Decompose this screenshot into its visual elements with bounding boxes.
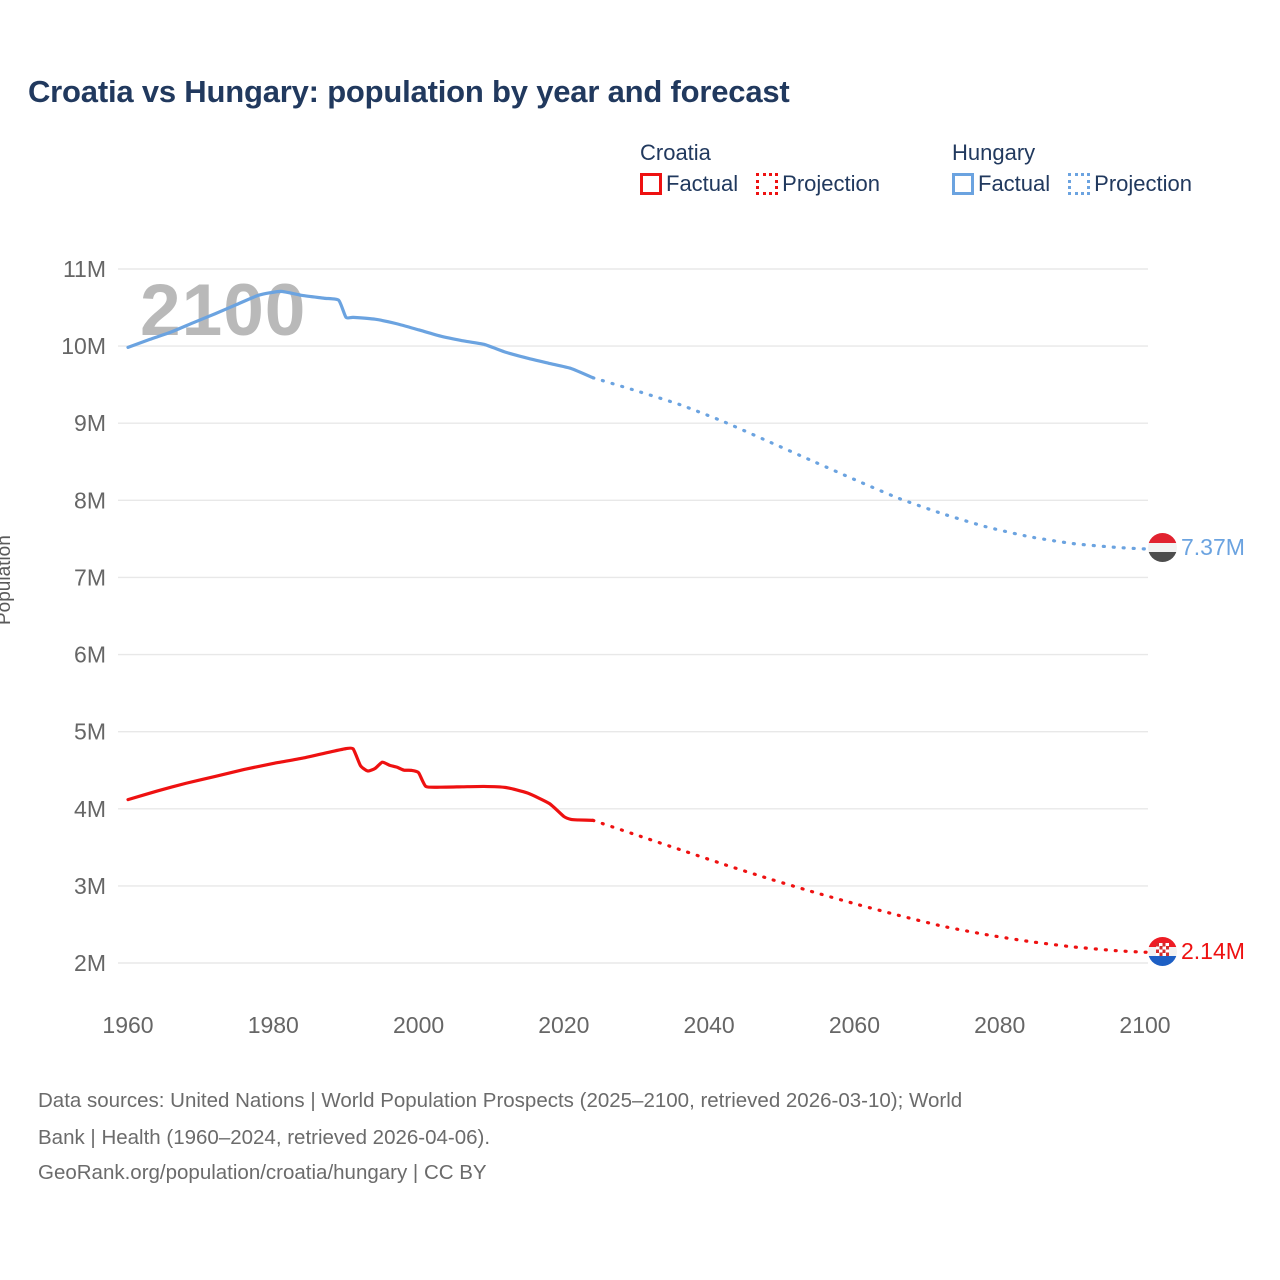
x-axis-tick-label: 2000 [393, 1012, 444, 1038]
y-axis-tick-label: 2M [74, 950, 106, 976]
legend-label-croatia-factual: Factual [666, 171, 739, 196]
y-axis-tick-label: 6M [74, 642, 106, 668]
y-axis-tick-label: 4M [74, 796, 106, 822]
plot-area: 2M 3M 4M 5M 6M 7M 8M 9M 10M 11M 1960 1980 2000 2020 2… [61, 256, 1170, 1038]
legend-item-hungary-projection[interactable]: Projection [1068, 172, 1192, 196]
x-axis-tick-label: 1960 [102, 1012, 153, 1038]
croatia-end-value-label: 2.14M [1181, 938, 1245, 964]
hungary-flag-icon [1148, 533, 1177, 562]
legend-label-croatia-projection: Projection [782, 171, 880, 196]
y-axis-tick-label: 10M [61, 333, 106, 359]
footer-sources: Data sources: United Nations | World Pop… [38, 1083, 1248, 1190]
legend-swatch-solid-red-icon [640, 173, 662, 195]
y-axis-tick-label: 5M [74, 719, 106, 745]
legend-item-croatia-projection[interactable]: Projection [756, 172, 880, 196]
legend-group-title-hungary: Hungary [952, 140, 1036, 165]
legend-swatch-solid-blue-icon [952, 173, 974, 195]
x-axis-tick-label: 2080 [974, 1012, 1025, 1038]
series-line-hungary-projection [591, 376, 1169, 551]
legend-group-croatia: Croatia Factual Projection [640, 140, 880, 196]
x-axis-tick-label: 2040 [684, 1012, 735, 1038]
y-axis-tick-label: 8M [74, 487, 106, 513]
y-axis-tick-label: 9M [74, 410, 106, 436]
hungary-end-value-label: 7.37M [1181, 534, 1245, 560]
legend-item-croatia-factual[interactable]: Factual [640, 172, 738, 196]
series-line-hungary-factual [126, 289, 595, 380]
footer-line-1: Data sources: United Nations | World Pop… [38, 1089, 963, 1112]
legend-label-hungary-factual: Factual [978, 171, 1051, 196]
y-axis-tick-label: 3M [74, 873, 106, 899]
x-axis-tick-label: 2020 [538, 1012, 589, 1038]
series-line-croatia-projection [591, 818, 1169, 954]
series-line-croatia-factual [126, 746, 595, 822]
chart-svg: 2M 3M 4M 5M 6M 7M 8M 9M 10M 11M 1960 1980 2000 2020 2… [61, 256, 1170, 1038]
chart-legend: Croatia Factual Projection Hungary Factu… [640, 140, 1192, 196]
x-axis-tick-label: 1980 [248, 1012, 299, 1038]
y-axis-tick-labels: 2M 3M 4M 5M 6M 7M 8M 9M 10M 11M [61, 256, 106, 976]
gridlines [118, 268, 1148, 964]
footer-line-3: GeoRank.org/population/croatia/hungary |… [38, 1161, 487, 1184]
y-axis-title: Population [0, 535, 15, 625]
legend-label-hungary-projection: Projection [1094, 171, 1192, 196]
croatia-flag-icon [1148, 937, 1177, 966]
x-axis-tick-label: 2100 [1119, 1012, 1170, 1038]
legend-group-title-croatia: Croatia [640, 140, 711, 165]
y-axis-tick-label: 7M [74, 564, 106, 590]
x-axis-tick-labels: 1960 1980 2000 2020 2040 2060 2080 2100 [102, 1012, 1170, 1038]
legend-swatch-dotted-blue-icon [1068, 173, 1091, 195]
page-title: Croatia vs Hungary: population by year a… [28, 74, 790, 109]
legend-item-hungary-factual[interactable]: Factual [952, 172, 1050, 196]
footer-line-2: Bank | Health (1960–2024, retrieved 2026… [38, 1126, 491, 1149]
legend-group-hungary: Hungary Factual Projection [952, 140, 1192, 196]
x-axis-tick-label: 2060 [829, 1012, 880, 1038]
y-axis-tick-label: 11M [63, 256, 106, 282]
data-series-lines [126, 289, 1169, 954]
legend-swatch-dotted-red-icon [756, 173, 779, 195]
